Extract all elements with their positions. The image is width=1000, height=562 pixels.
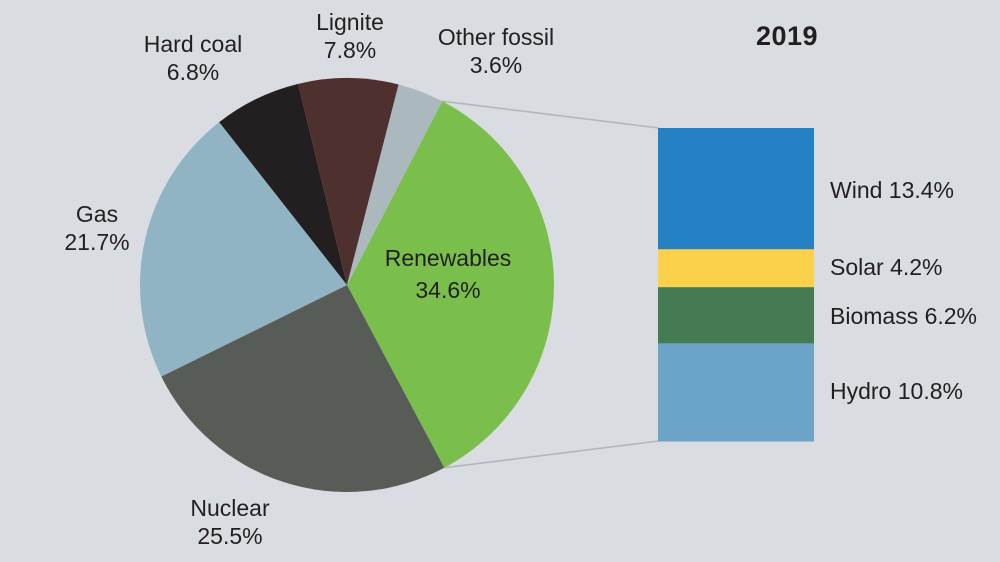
label-nuclear-pct: 25.5% [197,523,263,549]
label-nuclear: Nuclear 25.5% [190,494,269,550]
pie-slice-other-fossil [347,84,443,285]
label-nuclear-name: Nuclear [190,495,270,521]
pie-slice-gas [140,122,347,377]
label-other-fossil-pct: 3.6% [469,52,523,78]
connector-line-bottom [444,440,660,469]
label-lignite-pct: 7.8% [323,37,377,63]
label-solar: Solar 4.2% [830,254,943,280]
label-other-fossil-name: Other fossil [437,24,555,50]
label-gas-pct: 21.7% [64,229,130,255]
label-hard-coal: Hard coal 6.8% [144,30,242,86]
label-lignite: Lignite 7.8% [316,8,384,64]
pie-slice-lignite [298,77,399,285]
pie-slice-hard-coal [219,83,347,285]
connector-line-top [442,100,660,129]
pie-slice-renewables [347,101,554,468]
label-gas-name: Gas [75,201,119,227]
label-hydro: Hydro 10.8% [830,378,963,404]
pie-slice-nuclear [161,285,445,492]
label-renewables-name: Renewables [384,245,512,271]
bar-segment-hydro [658,343,814,442]
year-title: 2019 [755,21,819,51]
label-lignite-name: Lignite [316,9,384,35]
label-other-fossil: Other fossil 3.6% [438,23,554,79]
label-biomass: Biomass 6.2% [830,303,978,329]
bar-segment-biomass [658,287,814,344]
bar-segment-solar [658,249,814,288]
label-hard-coal-pct: 6.8% [166,59,220,85]
label-hard-coal-name: Hard coal [143,31,243,57]
label-renewables: Renewables 34.6% [385,242,512,306]
label-gas: Gas 21.7% [64,200,129,256]
bar-segment-wind [658,128,814,250]
label-wind: Wind 13.4% [830,177,955,203]
label-renewables-pct: 34.6% [415,277,481,303]
